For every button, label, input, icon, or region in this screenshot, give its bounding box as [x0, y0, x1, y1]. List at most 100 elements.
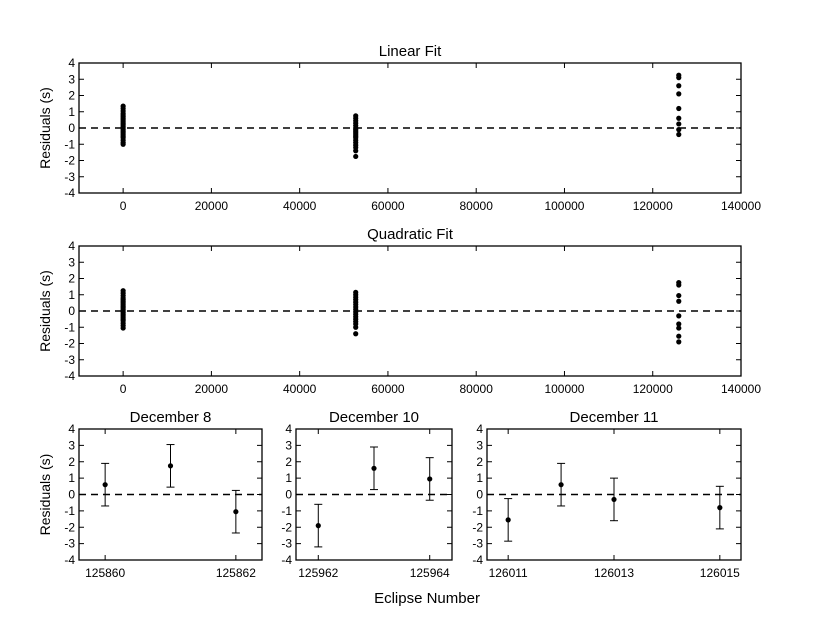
quadratic-fit-y-tick-label: -1	[64, 320, 75, 334]
linear-fit-y-tick-label: 1	[68, 105, 75, 119]
december-11-data-point	[611, 496, 617, 503]
december-8-panel: -4 -3 -2 -1 0 1 2 3 4 125860 125862 December 8 Resid…	[37, 409, 263, 580]
december-11-data-point	[505, 517, 511, 523]
december-8-y-axis-label: Residuals (s)	[37, 454, 53, 536]
december-11-y-tick-label: -4	[472, 553, 483, 567]
december-10-y-tick-label: 4	[285, 422, 292, 436]
quadratic-fit-title: Quadratic Fit	[367, 226, 454, 243]
december-8-data-point	[102, 482, 108, 488]
quadratic-fit-x-tick-label: 100000	[544, 382, 584, 396]
december-8-y-tick-label: 0	[68, 488, 75, 502]
quadratic-fit-x-tick-label: 40000	[283, 382, 317, 396]
december-11-data-point	[717, 505, 723, 511]
quadratic-fit-x-tick-label: 60000	[371, 382, 405, 396]
linear-fit-x-tick-label: 20000	[195, 199, 229, 213]
linear-fit-x-tick-label: 80000	[460, 199, 494, 213]
december-8-y-tick-label: 1	[68, 471, 75, 485]
december-11-y-tick-label: -3	[472, 537, 483, 551]
quadratic-fit-data-point	[676, 313, 682, 319]
december-8-x-tick-label: 125860	[85, 566, 125, 580]
december-11-y-tick-label: 4	[476, 422, 483, 436]
linear-fit-y-tick-label: 4	[68, 56, 75, 70]
quadratic-fit-y-tick-label: 2	[68, 272, 75, 286]
linear-fit-plot-frame	[78, 62, 742, 194]
quadratic-fit-data-point	[676, 282, 682, 288]
december-8-y-tick-label: -1	[64, 504, 75, 518]
december-8-y-tick-label: 2	[68, 455, 75, 469]
december-8-y-tick-label: 3	[68, 438, 75, 452]
linear-fit-data-point	[676, 127, 682, 133]
quadratic-fit-data-point	[676, 339, 682, 345]
linear-fit-y-tick-label: -1	[64, 137, 75, 151]
quadratic-fit-y-tick-label: -4	[64, 369, 75, 383]
linear-fit-data-point	[353, 148, 359, 154]
linear-fit-x-tick-label: 40000	[283, 199, 317, 213]
linear-fit-x-tick-label: 0	[120, 199, 127, 213]
december-11-y-tick-label: 2	[476, 455, 483, 469]
quadratic-fit-x-tick-label: 140000	[721, 382, 761, 396]
linear-fit-y-tick-label: 3	[68, 72, 75, 86]
december-10-x-tick-label: 125962	[298, 566, 338, 580]
december-11-plot-frame	[486, 428, 742, 561]
linear-fit-data-point	[676, 83, 682, 89]
linear-fit-x-tick-label: 60000	[371, 199, 405, 213]
december-10-title: December 10	[329, 409, 419, 426]
december-8-title: December 8	[130, 409, 212, 426]
december-8-plot-frame	[78, 428, 263, 561]
quadratic-fit-y-tick-label: 4	[68, 239, 75, 253]
linear-fit-title: Linear Fit	[379, 43, 442, 60]
linear-fit-y-axis-label: Residuals (s)	[37, 87, 53, 169]
quadratic-fit-y-tick-label: 0	[68, 304, 75, 318]
december-10-y-tick-label: -2	[281, 520, 292, 534]
quadratic-fit-data-point	[676, 333, 682, 339]
december-11-x-tick-label: 126015	[700, 566, 740, 580]
quadratic-fit-data-point	[353, 324, 359, 330]
december-11-y-tick-label: 1	[476, 471, 483, 485]
quadratic-fit-data-point	[676, 321, 682, 327]
december-11-y-tick-label: -2	[472, 520, 483, 534]
december-10-y-tick-label: -1	[281, 504, 292, 518]
linear-fit-y-tick-label: 2	[68, 89, 75, 103]
december-11-y-tick-label: -1	[472, 504, 483, 518]
linear-fit-y-tick-label: -4	[64, 186, 75, 200]
quadratic-fit-y-axis-label: Residuals (s)	[37, 270, 53, 352]
quadratic-fit-y-tick-label: 1	[68, 288, 75, 302]
quadratic-fit-data-point	[676, 325, 682, 331]
quadratic-fit-x-tick-label: 0	[120, 382, 127, 396]
linear-fit-data-point	[353, 153, 359, 160]
quadratic-fit-y-tick-label: -2	[64, 337, 75, 351]
quadratic-fit-plot-frame	[78, 245, 742, 377]
december-8-data-point	[167, 463, 174, 469]
december-8-y-tick-label: 4	[68, 422, 75, 436]
december-11-y-tick-label: 3	[476, 438, 483, 452]
december-10-data-point	[427, 476, 433, 482]
quadratic-fit-data-point	[353, 331, 359, 337]
quadratic-fit-data-point	[676, 292, 682, 299]
december-8-y-tick-label: -3	[64, 537, 75, 551]
december-10-y-tick-label: -4	[281, 553, 292, 567]
linear-fit-panel: -4 -3 -2 -1 0 1 2 3 4 0 20000 40000 60000 80000 100000…	[37, 43, 761, 213]
december-10-panel: -4 -3 -2 -1 0 1 2 3 4 125962 125964 December 10	[281, 409, 453, 580]
december-11-panel: -4 -3 -2 -1 0 1 2 3 4 126011 126013 126015 December …	[472, 409, 742, 580]
december-10-data-point	[315, 523, 321, 529]
december-8-y-tick-label: -2	[64, 520, 75, 534]
linear-fit-data-point	[120, 141, 126, 147]
linear-fit-x-tick-label: 120000	[633, 199, 673, 213]
december-10-y-tick-label: 1	[285, 471, 292, 485]
december-11-y-tick-label: 0	[476, 488, 483, 502]
linear-fit-y-tick-label: -3	[64, 170, 75, 184]
shared-x-axis-label: Eclipse Number	[374, 590, 480, 607]
quadratic-fit-data-point	[120, 325, 126, 331]
december-11-x-tick-label: 126011	[489, 566, 528, 580]
quadratic-fit-data-point	[676, 298, 682, 304]
quadratic-fit-panel: -4 -3 -2 -1 0 1 2 3 4 0 20000 40000 60000 80000 100000…	[37, 226, 761, 396]
linear-fit-data-point	[676, 121, 682, 127]
quadratic-fit-x-tick-label: 80000	[460, 382, 494, 396]
december-10-y-tick-label: 2	[285, 455, 292, 469]
linear-fit-data-point	[676, 105, 682, 112]
december-10-data-point	[371, 465, 377, 471]
december-10-y-tick-label: 0	[285, 488, 292, 502]
linear-fit-data-point	[676, 75, 682, 81]
linear-fit-y-tick-label: -2	[64, 154, 75, 168]
quadratic-fit-y-tick-label: -3	[64, 353, 75, 367]
